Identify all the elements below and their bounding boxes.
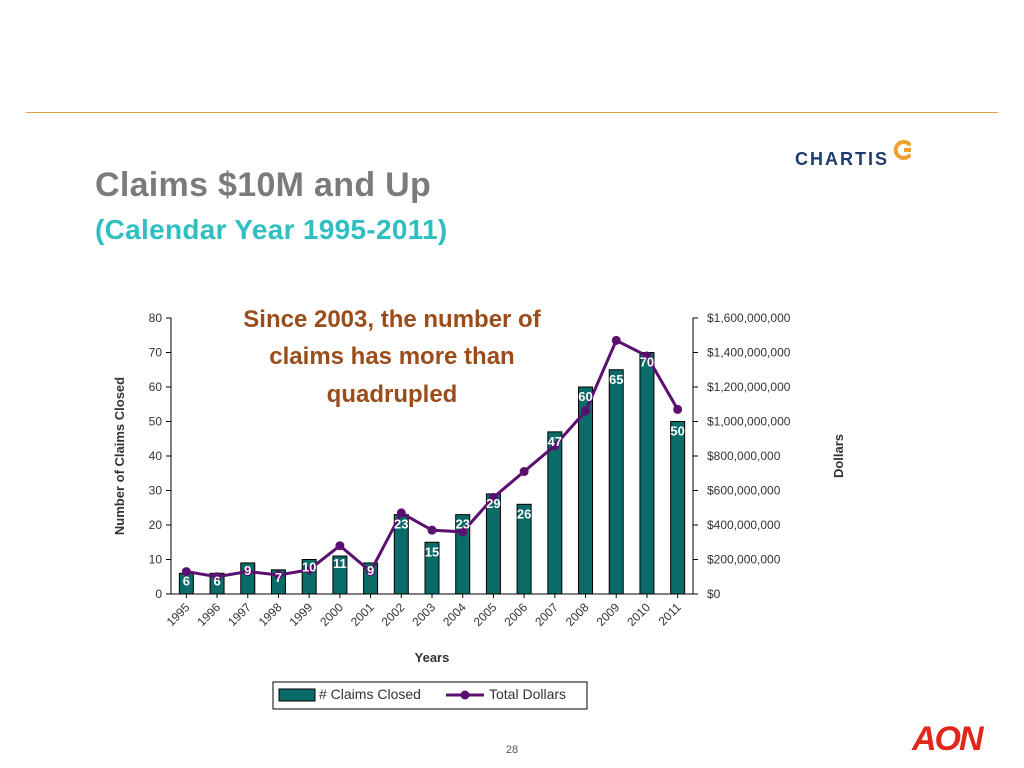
y-tick-label-right: $200,000,000 xyxy=(707,553,781,567)
total-dollars-point xyxy=(458,527,468,537)
total-dollars-point xyxy=(243,567,253,577)
y-tick-label-right: $1,400,000,000 xyxy=(707,346,791,360)
legend-line-marker xyxy=(460,690,470,700)
bar-data-label: 23 xyxy=(455,517,469,532)
brand-logo: CHARTIS xyxy=(795,140,913,170)
aon-logo: AON xyxy=(912,720,984,758)
total-dollars-point xyxy=(335,541,345,551)
bar-data-label: 9 xyxy=(367,563,374,578)
slide-subtitle: (Calendar Year 1995-2011) xyxy=(95,214,448,245)
y-tick-label-left: 80 xyxy=(149,311,163,325)
bar-data-label: 15 xyxy=(425,544,439,559)
x-axis-title: Years xyxy=(415,650,450,665)
total-dollars-point xyxy=(366,567,376,577)
x-tick-label: 2011 xyxy=(656,600,684,628)
y-tick-label-right: $1,600,000,000 xyxy=(707,311,791,325)
y-tick-label-right: $0 xyxy=(707,587,721,601)
annotation-line: quadrupled xyxy=(327,381,458,408)
bar-data-label: 50 xyxy=(670,424,684,439)
accent-rule xyxy=(26,112,998,113)
x-tick-label: 2000 xyxy=(317,600,346,629)
bar xyxy=(608,369,624,595)
y-tick-label-left: 40 xyxy=(149,449,163,463)
legend-label: # Claims Closed xyxy=(319,686,421,702)
legend-bar-swatch xyxy=(278,688,316,702)
y-tick-label-right: $1,000,000,000 xyxy=(707,415,791,429)
bar xyxy=(547,431,563,595)
x-tick-label: 1995 xyxy=(164,600,193,629)
x-tick-label: 1998 xyxy=(256,600,285,629)
x-tick-label: 2001 xyxy=(348,600,377,629)
total-dollars-point xyxy=(550,441,560,451)
total-dollars-point xyxy=(273,570,283,580)
bar-data-label: 65 xyxy=(609,372,623,387)
slide-title: Claims $10M and Up xyxy=(95,166,432,204)
x-tick-label: 1996 xyxy=(194,600,223,629)
bar-data-label: 11 xyxy=(333,556,347,571)
x-tick-label: 2009 xyxy=(594,600,623,629)
brand-logo-mark-icon xyxy=(893,140,911,160)
y-tick-label-right: $1,200,000,000 xyxy=(707,380,791,394)
bar-data-label: 29 xyxy=(486,496,500,511)
bar-data-label: 9 xyxy=(244,563,251,578)
y-tick-label-left: 0 xyxy=(155,587,162,601)
y-tick-label-right: $600,000,000 xyxy=(707,484,781,498)
y-axis-title-right: Dollars xyxy=(831,434,846,478)
bar-data-label: 6 xyxy=(183,573,190,588)
x-tick-label: 1997 xyxy=(225,600,254,629)
bar-data-label: 10 xyxy=(302,560,316,575)
bar xyxy=(639,352,655,595)
y-tick-label-left: 20 xyxy=(149,518,163,532)
total-dollars-point xyxy=(212,572,222,582)
total-dollars-line xyxy=(186,338,679,579)
annotation-line: Since 2003, the number of xyxy=(243,306,541,333)
bar-data-label: 23 xyxy=(394,517,408,532)
x-tick-label: 2004 xyxy=(440,600,469,629)
legend-box xyxy=(272,681,588,710)
total-dollars-point xyxy=(181,567,191,577)
bar-data-label: 60 xyxy=(578,389,592,404)
page-number: 28 xyxy=(505,744,519,756)
bar-data-label: 47 xyxy=(548,434,562,449)
x-tick-label: 2002 xyxy=(379,600,408,629)
x-tick-label: 2010 xyxy=(624,600,653,629)
total-dollars-point xyxy=(396,508,406,518)
annotation-line: claims has more than xyxy=(269,343,514,370)
x-tick-label: 2003 xyxy=(409,600,438,629)
total-dollars-point xyxy=(427,525,437,535)
x-tick-label: 2008 xyxy=(563,600,592,629)
y-tick-label-left: 30 xyxy=(149,484,163,498)
y-tick-label-right: $800,000,000 xyxy=(707,449,781,463)
bar-data-label: 6 xyxy=(213,573,220,588)
y-tick-label-right: $400,000,000 xyxy=(707,518,781,532)
total-dollars-point xyxy=(642,351,652,361)
x-tick-label: 2005 xyxy=(471,600,500,629)
total-dollars-point xyxy=(673,404,683,414)
x-tick-label: 2007 xyxy=(532,600,561,629)
y-tick-label-left: 10 xyxy=(149,553,163,567)
total-dollars-point xyxy=(519,467,529,477)
bar xyxy=(670,421,686,595)
bar-data-label: 70 xyxy=(640,355,654,370)
bar-data-label: 7 xyxy=(275,570,282,585)
total-dollars-point xyxy=(488,492,498,502)
total-dollars-point xyxy=(581,406,591,416)
bar-data-label: 26 xyxy=(517,506,531,521)
legend-label: Total Dollars xyxy=(489,686,566,702)
brand-logo-text: CHARTIS xyxy=(795,149,889,169)
y-tick-label-left: 60 xyxy=(149,380,163,394)
y-axis-title-left: Number of Claims Closed xyxy=(112,377,127,535)
x-tick-label: 2006 xyxy=(501,600,530,629)
total-dollars-point xyxy=(611,335,621,345)
total-dollars-point xyxy=(304,565,314,575)
x-tick-label: 1999 xyxy=(287,600,316,629)
y-tick-label-left: 50 xyxy=(149,415,163,429)
y-tick-label-left: 70 xyxy=(149,346,163,360)
